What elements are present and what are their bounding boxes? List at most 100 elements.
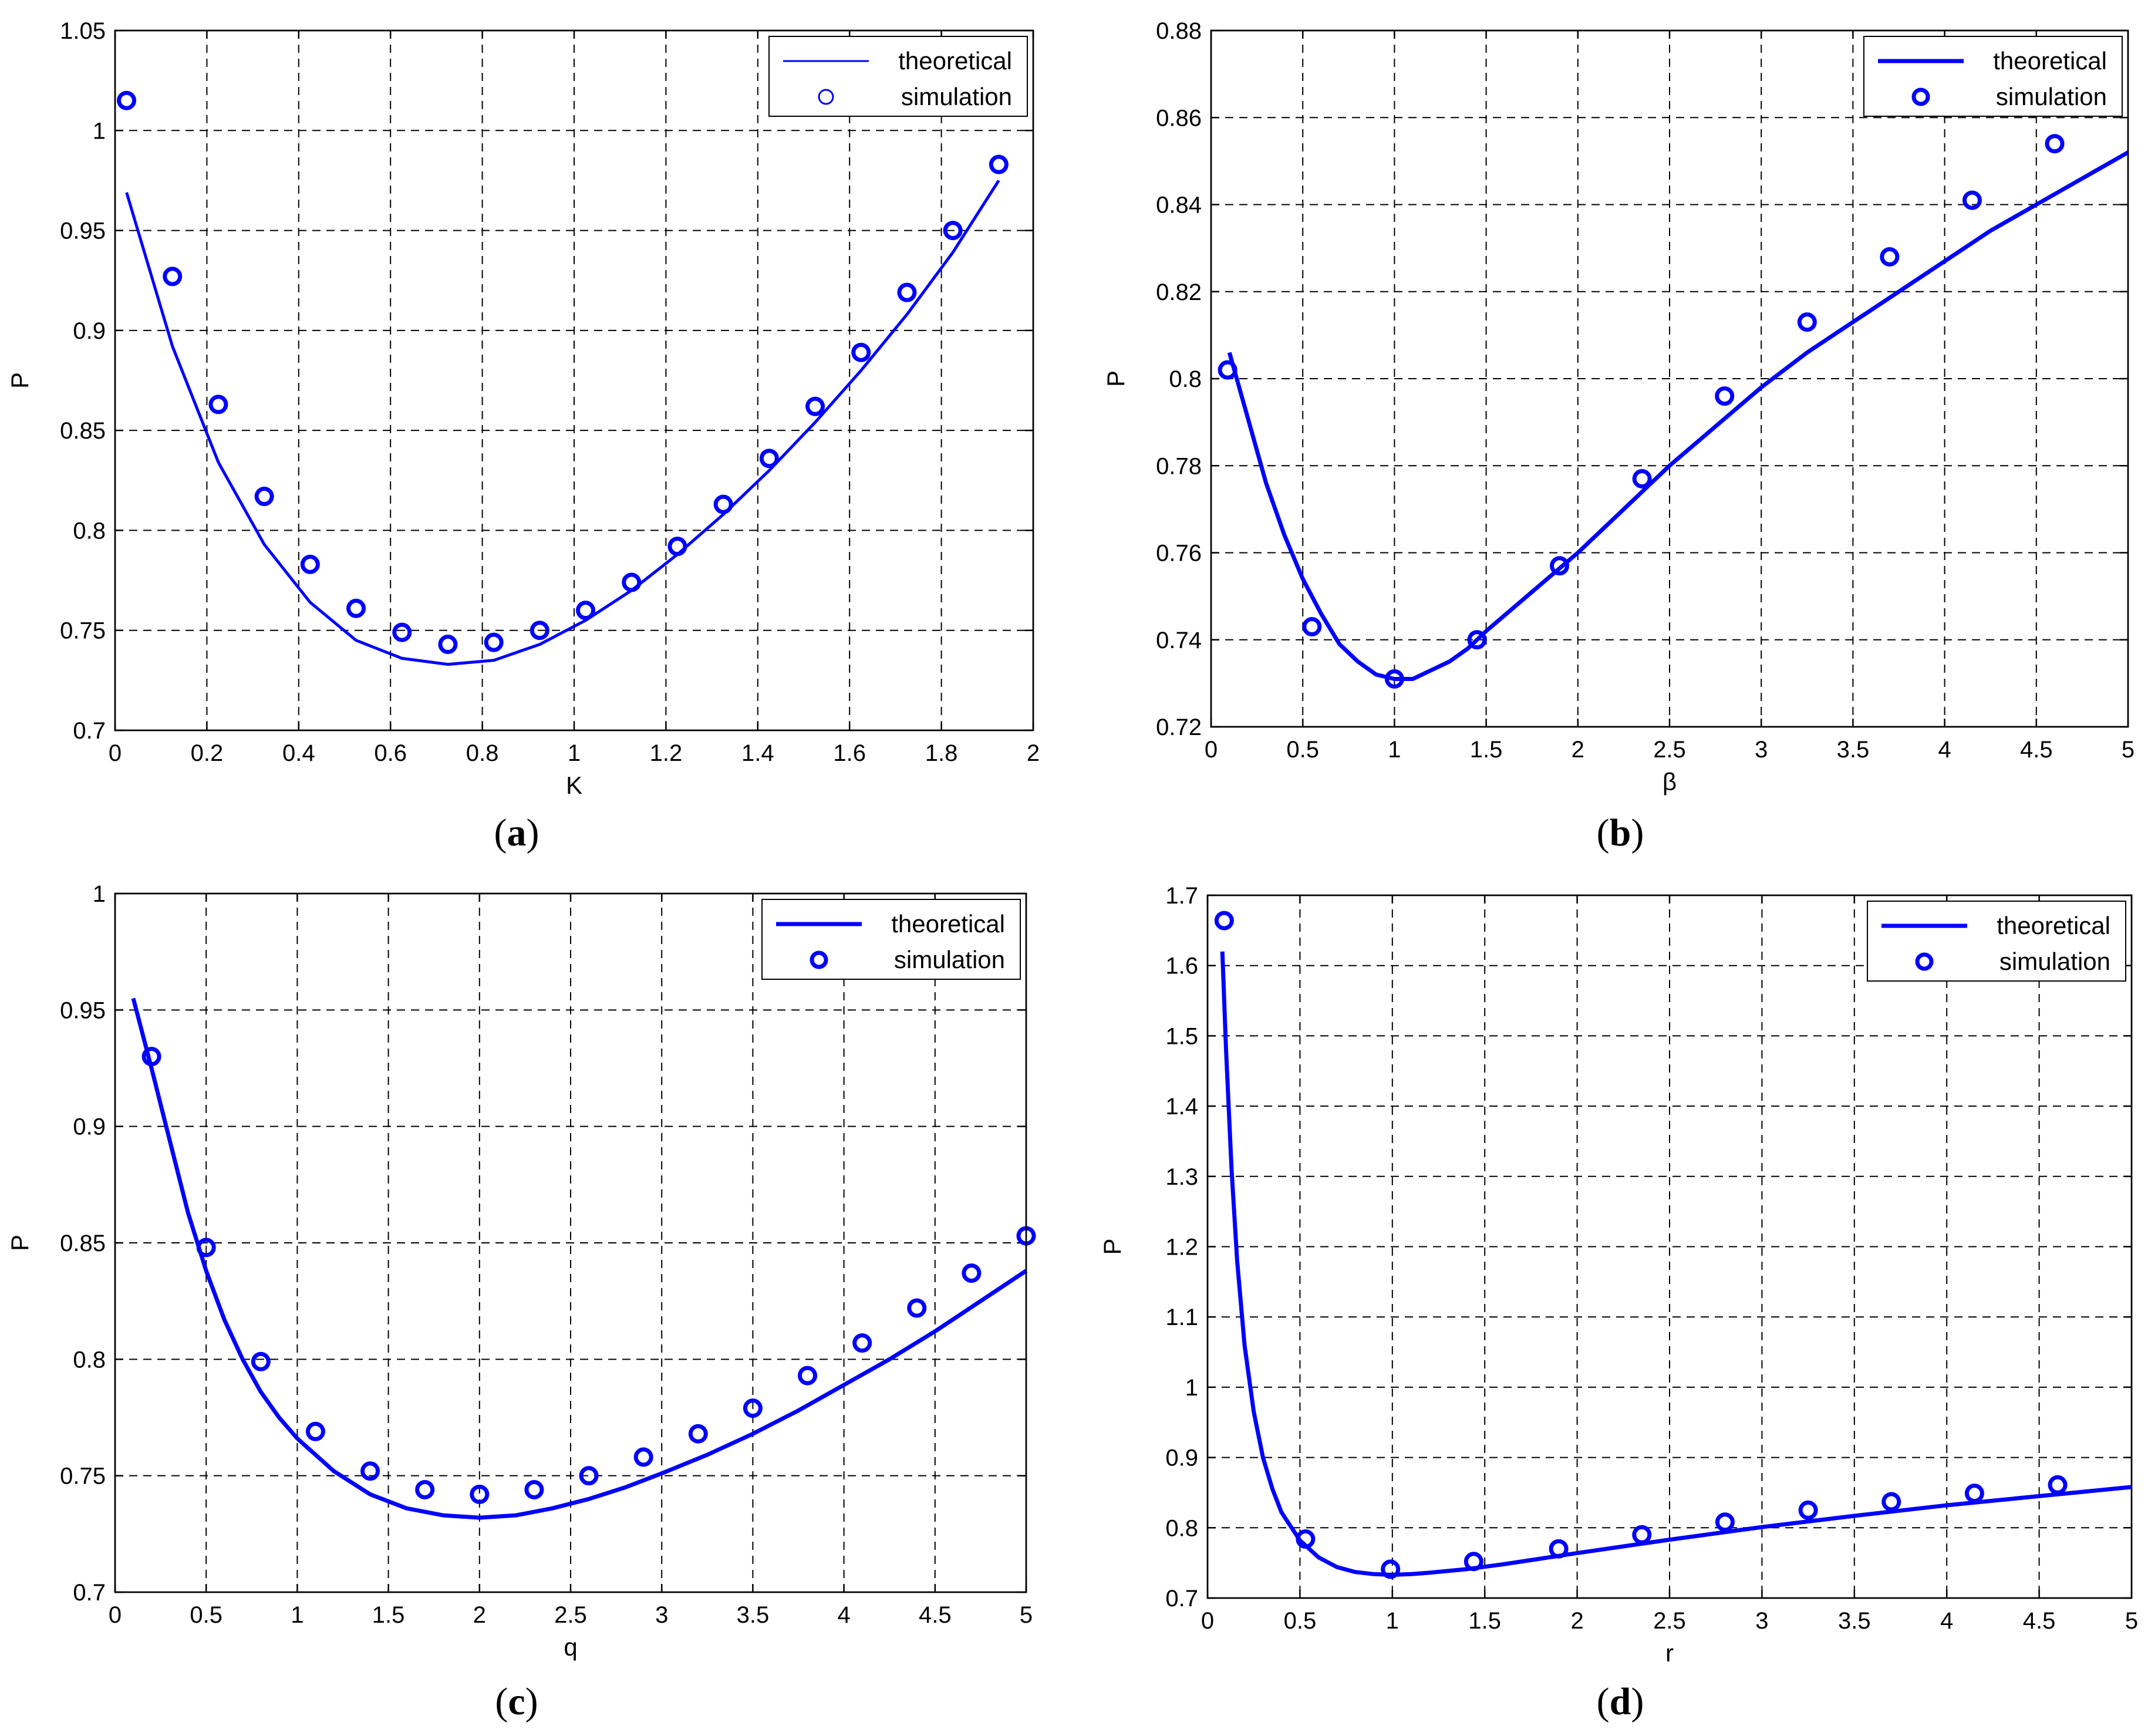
y-axis-label: P xyxy=(6,1235,33,1251)
y-axis-label: P xyxy=(1098,1238,1126,1255)
x-tick-label: 1 xyxy=(1386,1608,1399,1634)
x-tick-label: 3.5 xyxy=(737,1602,770,1628)
x-tick-label: 3 xyxy=(655,1602,668,1628)
x-tick-label: 0.5 xyxy=(190,1602,222,1628)
x-tick-label: 3.5 xyxy=(1838,1608,1871,1634)
x-tick-label: 0 xyxy=(109,740,122,766)
x-tick-label: 1 xyxy=(291,1602,304,1628)
y-tick-label: 1 xyxy=(93,881,106,907)
y-tick-label: 0.95 xyxy=(60,218,106,244)
data-point-simulation xyxy=(907,1298,927,1318)
data-point-simulation xyxy=(254,487,274,507)
legend-label-simulation: simulation xyxy=(901,83,1012,110)
x-tick-label: 5 xyxy=(2125,1608,2138,1634)
data-point-simulation xyxy=(1302,617,1322,637)
panel-caption: (b) xyxy=(1597,811,1644,854)
legend: theoretical simulation xyxy=(1867,901,2126,982)
axes-frame xyxy=(114,892,1027,1593)
data-point-simulation xyxy=(1218,360,1237,380)
y-tick-label: 1 xyxy=(93,118,106,144)
legend-label-theoretical: theoretical xyxy=(898,47,1012,75)
data-point-simulation xyxy=(798,1366,818,1386)
data-point-simulation xyxy=(743,1398,763,1418)
data-point-simulation xyxy=(415,1479,435,1499)
legend-label-theoretical: theoretical xyxy=(1997,912,2110,939)
legend-label-theoretical: theoretical xyxy=(1993,47,2107,75)
y-tick-label: 1.4 xyxy=(1165,1094,1198,1120)
x-tick-label: 4 xyxy=(1940,1608,1953,1634)
x-tick-label: 0 xyxy=(1201,1608,1214,1634)
data-point-simulation xyxy=(1798,1500,1818,1520)
legend-marker-swatch xyxy=(1915,952,1934,971)
y-axis-label: P xyxy=(1102,370,1129,387)
y-tick-label: 0.9 xyxy=(1165,1445,1198,1471)
x-tick-label: 0.8 xyxy=(466,740,499,766)
legend-marker-swatch xyxy=(818,89,834,105)
data-point-simulation xyxy=(989,154,1009,174)
data-point-simulation xyxy=(438,635,458,655)
x-tick-label: 4 xyxy=(1938,737,1951,763)
x-tick-label: 1 xyxy=(1388,737,1401,763)
data-point-simulation xyxy=(1632,1525,1652,1545)
x-tick-label: 0.2 xyxy=(191,740,224,766)
chart-panel-a: 0 0.2 0.4 0.6 0.8 1 1.2 1.4 1.6 1.8 2 0.7 0.75 0.8 0.8… xyxy=(6,18,1040,854)
x-tick-label: 1.5 xyxy=(372,1602,405,1628)
data-point-simulation xyxy=(852,1333,872,1353)
data-point-simulation xyxy=(1549,1539,1569,1559)
data-point-simulation xyxy=(1881,1492,1901,1512)
x-tick-label: 5 xyxy=(1020,1602,1033,1628)
data-point-simulation xyxy=(141,1047,161,1067)
y-tick-label: 1.05 xyxy=(60,18,106,44)
data-point-simulation xyxy=(1964,1484,1984,1504)
data-point-simulation xyxy=(1296,1529,1316,1549)
data-point-simulation xyxy=(622,572,642,592)
data-point-simulation xyxy=(1214,911,1234,931)
data-point-simulation xyxy=(1715,386,1735,406)
y-tick-label: 1.6 xyxy=(1165,953,1198,979)
legend-box xyxy=(1863,36,2123,117)
y-tick-label: 0.76 xyxy=(1156,541,1202,567)
series-line-theoretical xyxy=(125,180,1000,666)
x-tick-label: 1.5 xyxy=(1470,737,1503,763)
y-tick-label: 0.74 xyxy=(1156,628,1202,653)
y-tick-label: 0.7 xyxy=(73,1580,106,1606)
data-point-simulation xyxy=(300,554,320,574)
y-tick-label: 1.1 xyxy=(1165,1304,1198,1330)
y-tick-label: 0.72 xyxy=(1156,714,1202,740)
x-tick-label: 2 xyxy=(473,1602,486,1628)
x-tick-label: 1.8 xyxy=(925,740,958,766)
data-point-simulation xyxy=(1467,630,1487,650)
data-point-simulation xyxy=(851,342,871,362)
panel-caption: (d) xyxy=(1597,1680,1644,1723)
y-tick-label: 0.85 xyxy=(60,1231,106,1256)
data-point-simulation xyxy=(897,282,917,302)
data-point-simulation xyxy=(251,1351,271,1371)
x-tick-label: 0.6 xyxy=(374,740,407,766)
y-tick-label: 1.5 xyxy=(1165,1023,1198,1049)
x-axis-label: r xyxy=(1665,1639,1674,1667)
x-tick-label: 2 xyxy=(1027,740,1040,766)
legend-label-theoretical: theoretical xyxy=(891,910,1005,938)
legend: theoretical simulation xyxy=(1863,36,2123,117)
data-point-simulation xyxy=(633,1447,653,1467)
x-tick-label: 3.5 xyxy=(1837,737,1870,763)
x-tick-label: 4 xyxy=(837,1602,850,1628)
data-point-simulation xyxy=(117,90,137,110)
x-tick-label: 1 xyxy=(568,740,581,766)
legend-box xyxy=(761,899,1021,980)
x-tick-label: 1.4 xyxy=(741,740,774,766)
legend-label-simulation: simulation xyxy=(1996,83,2107,110)
data-point-simulation xyxy=(392,622,412,642)
data-point-simulation xyxy=(305,1421,325,1441)
data-point-simulation xyxy=(713,494,733,514)
legend-box xyxy=(1867,901,2126,982)
legend: theoretical simulation xyxy=(768,36,1028,117)
legend-box xyxy=(768,36,1028,117)
data-point-simulation xyxy=(163,267,183,286)
data-point-simulation xyxy=(196,1238,216,1258)
x-tick-label: 3 xyxy=(1755,737,1768,763)
data-point-simulation xyxy=(1880,247,1900,267)
legend-marker-swatch xyxy=(810,950,828,969)
x-tick-label: 2.5 xyxy=(554,1602,587,1628)
data-point-simulation xyxy=(470,1484,490,1504)
